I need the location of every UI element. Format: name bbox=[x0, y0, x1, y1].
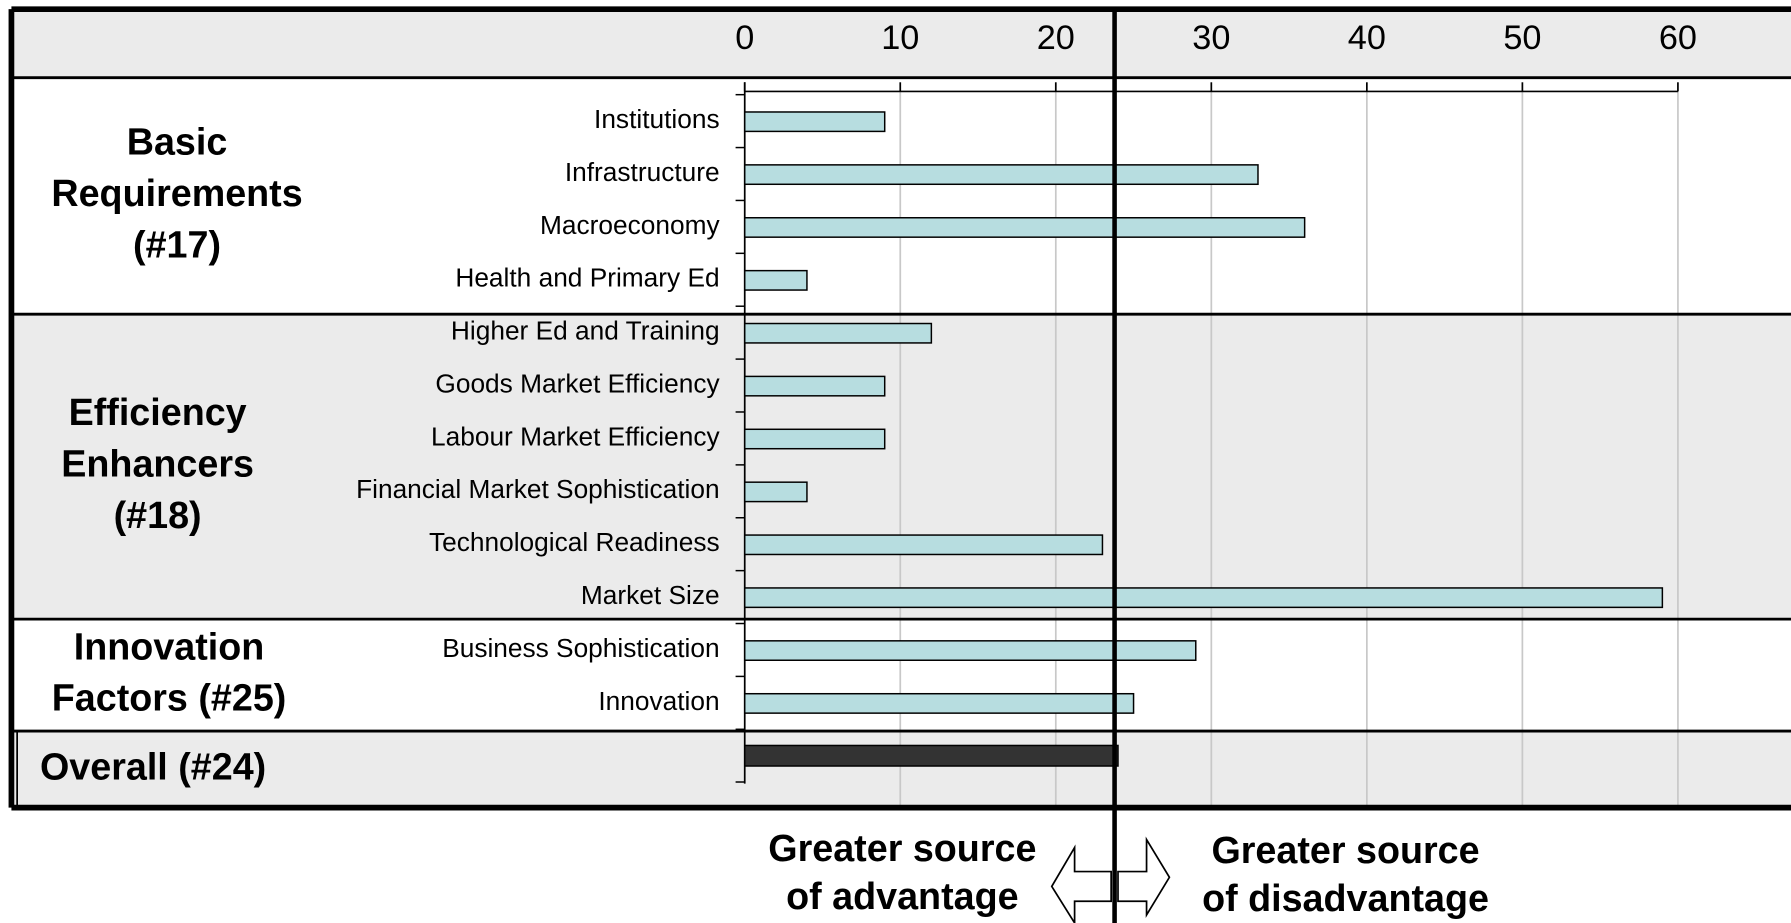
group-label: (#18) bbox=[114, 494, 202, 536]
bar bbox=[743, 534, 1104, 556]
annotation: of disadvantage bbox=[1202, 877, 1489, 919]
bar bbox=[743, 217, 1306, 238]
category-label: Labour Market Efficiency bbox=[431, 421, 720, 451]
header-band bbox=[11, 9, 1791, 78]
x-tick-label: 30 bbox=[1192, 19, 1230, 57]
arrow-right bbox=[1117, 836, 1171, 919]
category-label: Innovation bbox=[598, 686, 719, 716]
category-label: Technological Readiness bbox=[429, 527, 720, 557]
category-label: Business Sophistication bbox=[442, 633, 719, 663]
plot bbox=[735, 82, 1679, 808]
category-label: Market Size bbox=[581, 580, 720, 610]
category-label: Higher Ed and Training bbox=[451, 316, 720, 346]
bar bbox=[743, 640, 1197, 661]
bar bbox=[743, 269, 808, 291]
category-label: Goods Market Efficiency bbox=[435, 368, 720, 398]
x-tick-label: 10 bbox=[881, 19, 919, 57]
arrow-left bbox=[1050, 844, 1113, 923]
x-tick-label: 60 bbox=[1659, 19, 1697, 57]
group-label: Basic bbox=[127, 120, 228, 162]
bar bbox=[743, 692, 1135, 714]
bar bbox=[743, 164, 1259, 186]
group-band bbox=[11, 314, 1791, 620]
group-label: Factors (#25) bbox=[52, 677, 287, 719]
bar bbox=[743, 428, 886, 450]
bar bbox=[743, 322, 933, 344]
overall-band bbox=[11, 731, 1791, 808]
x-tick-label: 50 bbox=[1503, 19, 1541, 57]
x-tick-label: 0 bbox=[735, 19, 754, 57]
category-label: Institutions bbox=[594, 104, 720, 134]
bar bbox=[743, 481, 808, 503]
group-label: Innovation bbox=[74, 625, 265, 667]
x-tick-label: 40 bbox=[1348, 19, 1386, 57]
bar bbox=[743, 111, 886, 133]
category-label: Infrastructure bbox=[565, 157, 720, 187]
annotation: Greater source bbox=[768, 827, 1036, 869]
category-label: Health and Primary Ed bbox=[455, 263, 719, 293]
annotation: of advantage bbox=[786, 875, 1018, 917]
category-label: Financial Market Sophistication bbox=[356, 474, 720, 504]
overall-label: Overall (#24) bbox=[40, 745, 266, 787]
annotation: Greater source bbox=[1211, 829, 1479, 871]
category-label: Macroeconomy bbox=[540, 210, 720, 240]
bar bbox=[743, 375, 886, 397]
group-label: Requirements bbox=[51, 172, 302, 214]
group-label: Efficiency bbox=[69, 391, 247, 433]
group-label: (#17) bbox=[133, 223, 221, 265]
x-tick-label: 20 bbox=[1037, 19, 1075, 57]
group-label: Enhancers bbox=[61, 443, 254, 485]
background bbox=[11, 9, 1791, 808]
overall-bar bbox=[743, 744, 1119, 767]
bar bbox=[743, 587, 1664, 609]
foreground: 0 10 20 30 40 50 60 Institutions Infrastructure M… bbox=[8, 6, 1791, 923]
